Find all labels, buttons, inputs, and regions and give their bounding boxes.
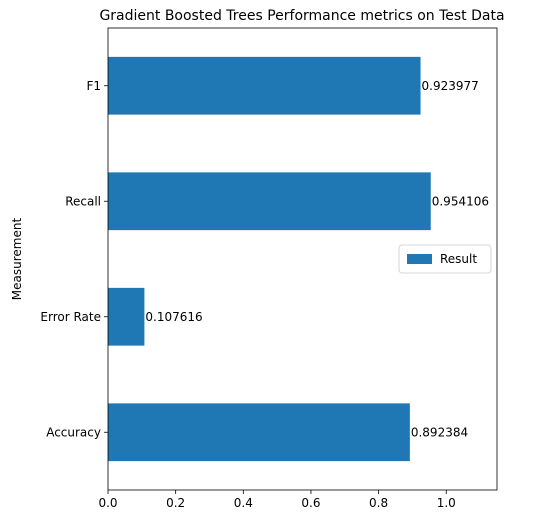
- legend-swatch: [407, 254, 432, 264]
- bar-accuracy: [108, 403, 410, 462]
- y-tick-label-error-rate: Error Rate: [40, 310, 101, 324]
- x-tick-label: 0.8: [369, 496, 388, 510]
- bar-recall: [108, 172, 431, 231]
- x-tick-label: 1.0: [437, 496, 456, 510]
- x-tick-label: 0.4: [234, 496, 253, 510]
- x-tick-label: 0.0: [98, 496, 117, 510]
- data-label-f1: 0.923977: [422, 79, 479, 93]
- plot-area: Accuracy 0.892384 Error Rate 0.107616 Recall…: [40, 27, 498, 510]
- data-label-accuracy: 0.892384: [411, 425, 468, 439]
- bar-error-rate: [108, 287, 145, 346]
- y-tick-label-f1: F1: [86, 79, 101, 93]
- y-tick-label-accuracy: Accuracy: [46, 425, 101, 439]
- data-label-error-rate: 0.107616: [145, 310, 202, 324]
- x-tick-label: 0.2: [166, 496, 185, 510]
- legend-label: Result: [440, 252, 477, 266]
- bar-f1: [108, 56, 421, 115]
- chart-title: Gradient Boosted Trees Performance metri…: [99, 8, 504, 24]
- axes-frame: [107, 27, 498, 491]
- x-tick-label: 0.6: [301, 496, 320, 510]
- legend-box: [398, 244, 492, 274]
- data-label-recall: 0.954106: [432, 194, 489, 208]
- y-tick-label-recall: Recall: [65, 194, 101, 208]
- y-axis-label: Measurement: [10, 218, 24, 301]
